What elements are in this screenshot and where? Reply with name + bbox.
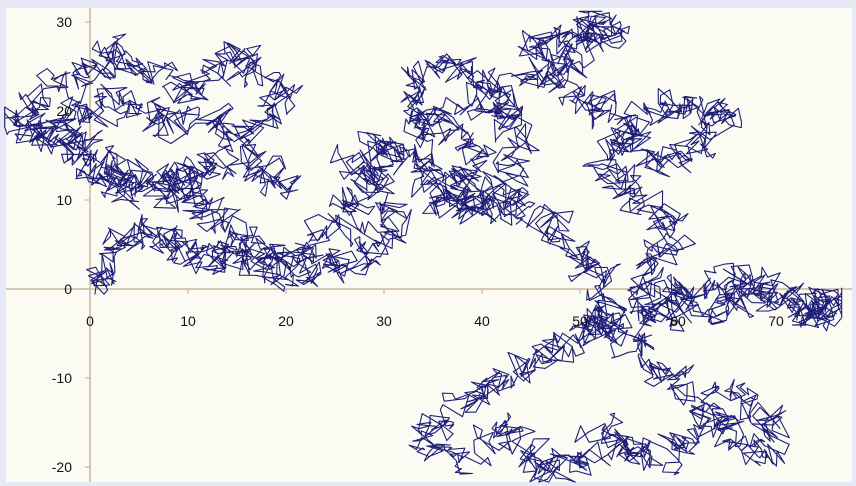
y-tick-label: -10 xyxy=(52,370,72,386)
y-tick-label: 20 xyxy=(56,103,72,119)
x-tick-label: 10 xyxy=(180,313,196,329)
x-tick-label: 20 xyxy=(278,313,294,329)
x-tick-label: 50 xyxy=(572,313,588,329)
x-tick-label: 60 xyxy=(670,313,686,329)
x-tick-label: 30 xyxy=(376,313,392,329)
x-tick-label: 70 xyxy=(768,313,784,329)
y-tick-labels: 30 20 10 0 -10 -20 xyxy=(52,14,72,475)
y-tick-label: -20 xyxy=(52,459,72,475)
axes xyxy=(6,8,852,482)
x-tick-labels: 0 10 20 30 40 50 60 70 xyxy=(86,313,784,329)
y-tick-label: 10 xyxy=(56,192,72,208)
x-tick-label: 40 xyxy=(474,313,490,329)
x-tick-label: 0 xyxy=(86,313,94,329)
random-walk-series xyxy=(4,10,843,483)
plot-area xyxy=(6,8,852,482)
random-walk-path xyxy=(4,10,843,483)
y-tick-label: 30 xyxy=(56,14,72,30)
y-tick-label: 0 xyxy=(64,281,72,297)
